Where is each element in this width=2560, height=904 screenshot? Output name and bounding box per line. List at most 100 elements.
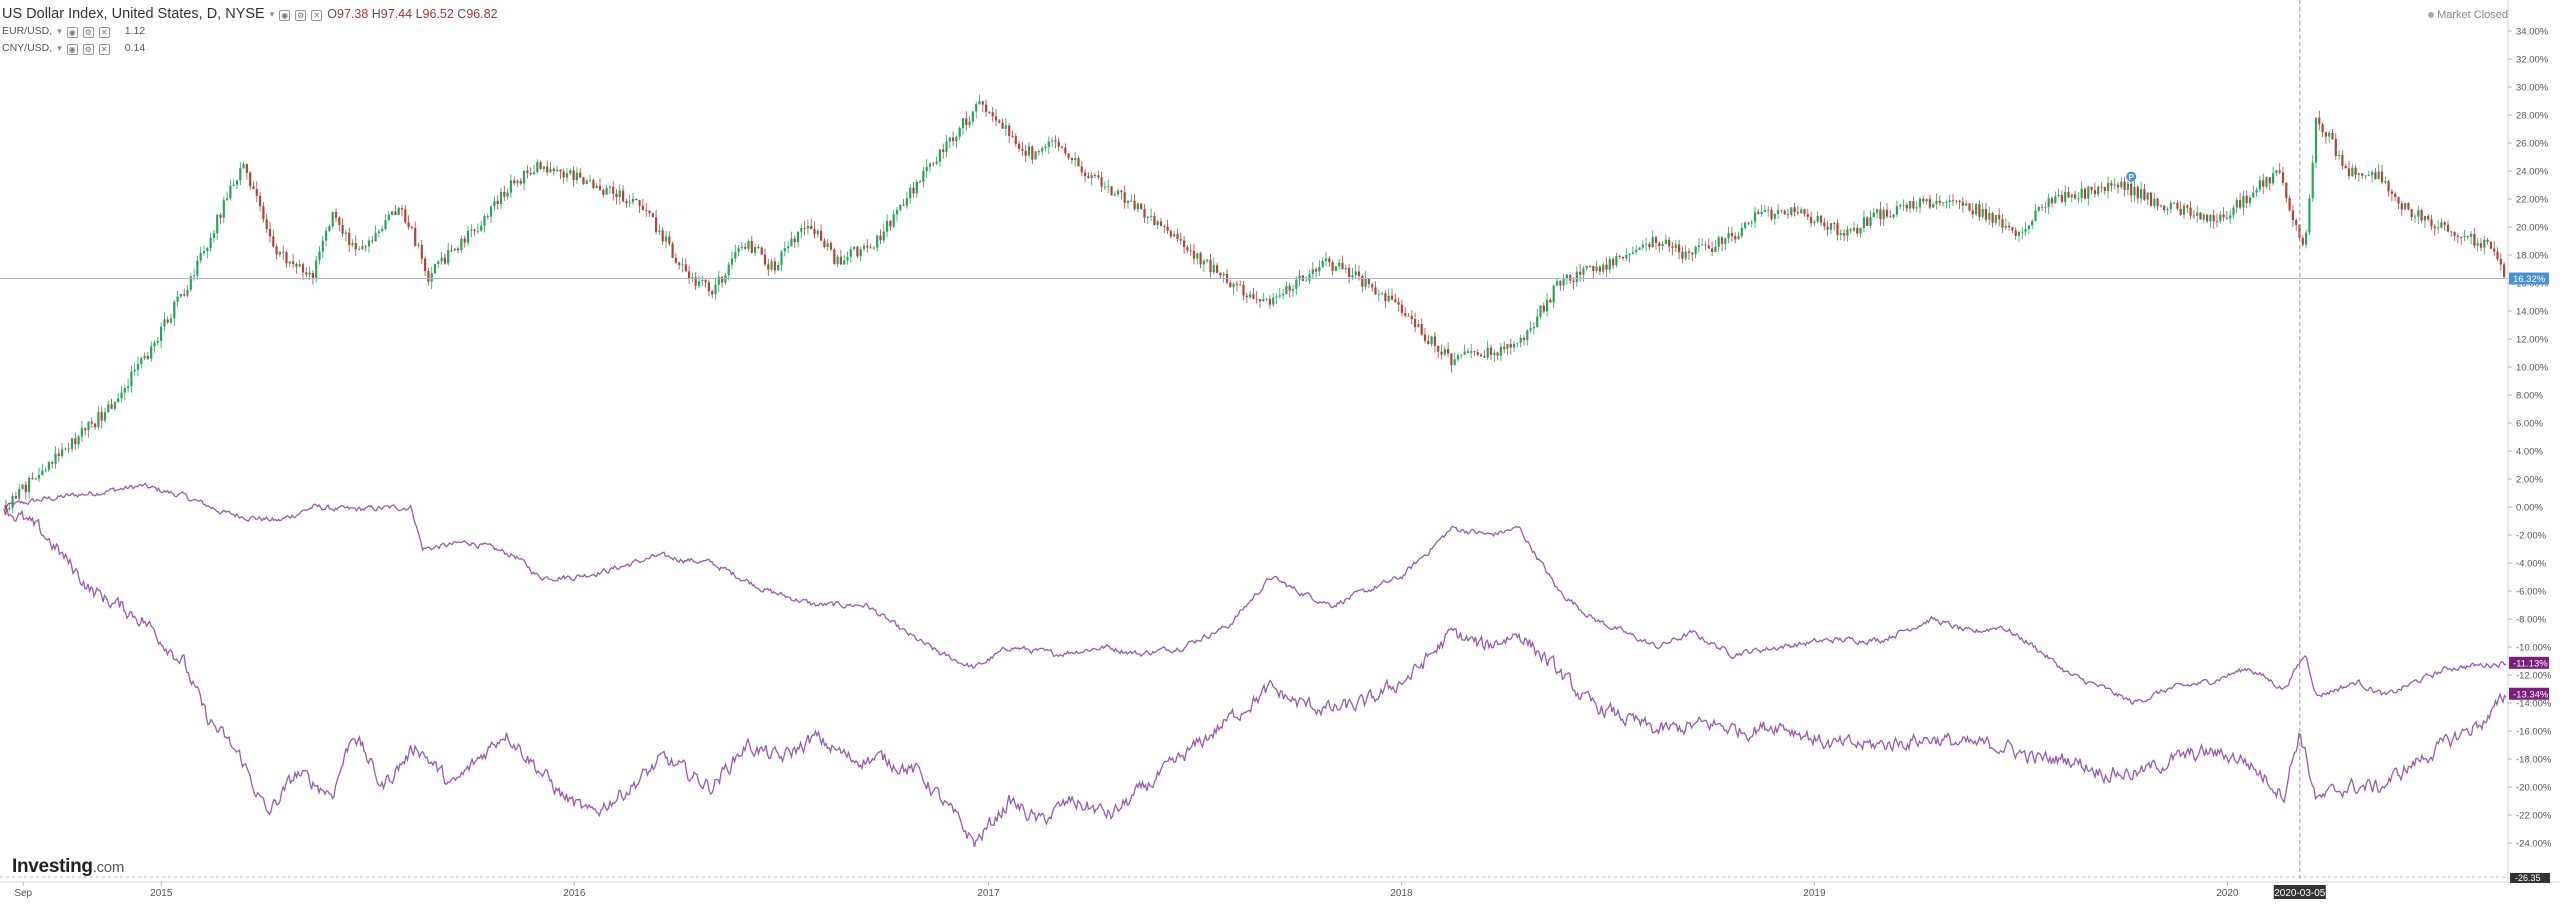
x-tick-label: 2019 xyxy=(1803,888,1826,899)
legend-compare-eurusd[interactable]: EUR/USD, ▾ ◉ ⚙ ✕ 1.12 xyxy=(2,23,498,40)
candle-body xyxy=(707,282,710,292)
candle-body xyxy=(503,191,506,197)
candle-body xyxy=(2113,184,2116,186)
candle-body xyxy=(506,192,509,197)
candle-body xyxy=(1443,348,1446,355)
candle-body xyxy=(1783,210,1786,215)
legend-compare-cnyusd[interactable]: CNY/USD, ▾ ◉ ⚙ ✕ 0.14 xyxy=(2,40,498,57)
candle-body xyxy=(2255,189,2258,193)
y-tick-label: -18.00% xyxy=(2516,755,2552,766)
chevron-down-icon[interactable]: ▾ xyxy=(269,9,275,19)
candle-body xyxy=(754,247,757,253)
candle-body xyxy=(1219,272,1222,276)
candle-body xyxy=(1377,294,1380,295)
candle-body xyxy=(1582,268,1585,275)
candle-body xyxy=(938,149,941,162)
candle-body xyxy=(816,230,819,235)
close-icon[interactable]: ✕ xyxy=(98,43,110,55)
candle-body xyxy=(298,264,301,267)
candle-body xyxy=(562,171,565,178)
candle-body xyxy=(612,186,615,194)
candle-body xyxy=(1588,265,1592,267)
candle-body xyxy=(2331,132,2334,139)
candle-body xyxy=(1572,280,1575,283)
close-icon[interactable]: ✕ xyxy=(98,26,110,38)
candle-body xyxy=(975,104,978,112)
candle-body xyxy=(2087,186,2090,199)
candle-body xyxy=(1483,356,1486,358)
candle-body xyxy=(592,180,595,189)
candle-body xyxy=(476,230,479,232)
candle-body xyxy=(2192,215,2195,217)
settings-icon[interactable]: ⚙ xyxy=(82,43,94,55)
candle-body xyxy=(2305,232,2308,245)
legend-main-row[interactable]: US Dollar Index, United States, D, NYSE … xyxy=(2,6,498,23)
candle-body xyxy=(1163,225,1166,227)
candle-body xyxy=(876,235,879,248)
candle-body xyxy=(1674,244,1677,248)
y-tick-label: -6.00% xyxy=(2516,587,2547,598)
candle-body xyxy=(1202,260,1205,265)
candle-body xyxy=(1037,151,1040,153)
candle-body xyxy=(1298,275,1301,280)
legend-compare-cnyusd-name[interactable]: CNY/USD, xyxy=(2,42,53,54)
candle-body xyxy=(1463,351,1466,355)
candle-body xyxy=(209,237,212,248)
candle-body xyxy=(2476,243,2479,246)
candle-body xyxy=(744,246,747,249)
legend-compare-eurusd-name[interactable]: EUR/USD, xyxy=(2,25,53,37)
candle-body xyxy=(2199,212,2202,220)
candle-body xyxy=(338,217,341,225)
candle-body xyxy=(539,162,542,169)
candle-body xyxy=(513,180,516,184)
candle-body xyxy=(28,478,31,493)
candle-body xyxy=(1189,250,1192,252)
candle-body xyxy=(1097,175,1100,178)
candle-body xyxy=(2318,117,2321,125)
candle-body xyxy=(1120,190,1123,193)
candle-body xyxy=(1258,299,1262,302)
settings-icon[interactable]: ⚙ xyxy=(295,9,307,21)
candle-body xyxy=(424,258,427,272)
eye-icon[interactable]: ◉ xyxy=(66,43,78,55)
candle-body xyxy=(460,238,463,251)
candle-body xyxy=(480,225,483,231)
candle-body xyxy=(47,462,50,471)
candle-body xyxy=(589,180,592,181)
candle-body xyxy=(2133,186,2136,196)
candle-body xyxy=(800,227,803,232)
candle-body xyxy=(1790,207,1793,216)
candle-body xyxy=(909,187,912,199)
candle-body xyxy=(404,209,407,223)
eye-icon[interactable]: ◉ xyxy=(279,9,291,21)
candle-body xyxy=(737,248,740,253)
legend-main-name[interactable]: US Dollar Index, United States, D, NYSE xyxy=(2,6,265,22)
candle-body xyxy=(311,272,314,279)
settings-icon[interactable]: ⚙ xyxy=(82,26,94,38)
candle-body xyxy=(2173,202,2176,204)
eye-icon[interactable]: ◉ xyxy=(66,26,78,38)
candle-body xyxy=(1113,194,1116,196)
candle-body xyxy=(1074,157,1077,161)
chevron-down-icon[interactable]: ▾ xyxy=(57,43,62,53)
close-icon[interactable]: ✕ xyxy=(311,9,323,21)
candle-body xyxy=(1724,238,1727,244)
candle-body xyxy=(2126,183,2129,190)
candle-body xyxy=(2321,124,2324,133)
candle-body xyxy=(2196,212,2199,216)
candle-body xyxy=(1348,267,1351,277)
candle-body xyxy=(1278,295,1281,297)
candle-body xyxy=(1282,294,1285,296)
candle-body xyxy=(1915,207,1918,209)
candle-body xyxy=(2239,200,2242,208)
chevron-down-icon[interactable]: ▾ xyxy=(57,26,62,36)
candle-body xyxy=(694,277,697,286)
candle-body xyxy=(2268,177,2271,184)
candle-body xyxy=(1146,216,1149,218)
candle-body xyxy=(1064,147,1067,154)
y-tick-label: -2.00% xyxy=(2516,531,2547,542)
candle-body xyxy=(2070,194,2073,198)
candle-body xyxy=(2308,198,2311,233)
